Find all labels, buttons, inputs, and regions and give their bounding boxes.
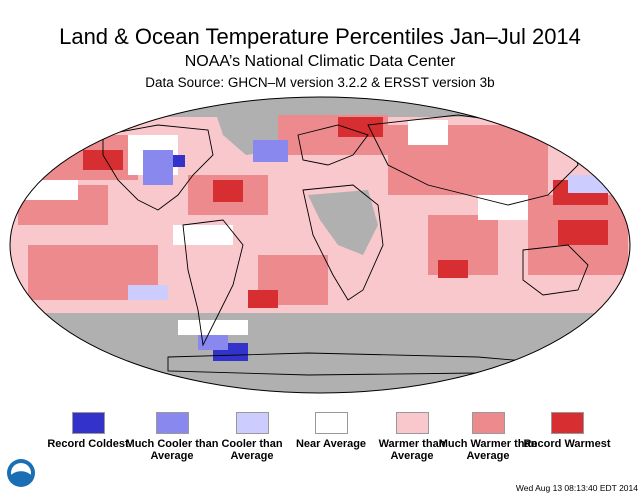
legend-item-much-cooler: Much Cooler than Average bbox=[122, 412, 222, 462]
legend-item-record-coldest: Record Coldest bbox=[38, 412, 138, 450]
north-atlantic-cooler bbox=[253, 140, 288, 162]
legend-item-warmer: Warmer than Average bbox=[362, 412, 462, 462]
legend-label: Record Warmest bbox=[523, 438, 611, 450]
africa-outline bbox=[302, 184, 384, 301]
map-title: Land & Ocean Temperature Percentiles Jan… bbox=[59, 24, 581, 49]
australia-outline bbox=[522, 244, 589, 296]
siberia-near-avg bbox=[408, 120, 448, 145]
legend-item-much-warmer: Much Warmer than Average bbox=[438, 412, 538, 462]
legend-item-near-average: Near Average bbox=[281, 412, 381, 450]
legend-label: Warmer than Average bbox=[378, 438, 446, 462]
record-warm-7 bbox=[438, 260, 468, 278]
legend-swatch bbox=[71, 412, 105, 434]
legend-label: Near Average bbox=[295, 438, 367, 450]
legend-swatch bbox=[235, 412, 269, 434]
south-pacific-cooler bbox=[128, 285, 168, 300]
europe-outline bbox=[297, 124, 369, 166]
legend-label: Cooler than Average bbox=[221, 438, 283, 462]
legend-swatch bbox=[471, 412, 505, 434]
record-warm-1 bbox=[83, 150, 123, 170]
data-source: Data Source: GHCN–M version 3.2.2 & ERSS… bbox=[145, 75, 495, 90]
record-cold-spot bbox=[173, 155, 185, 167]
logo-wave bbox=[11, 471, 31, 483]
legend-swatch bbox=[395, 412, 429, 434]
globe-outline bbox=[9, 96, 631, 394]
india-near-avg bbox=[478, 195, 528, 220]
legend-item-record-warmest: Record Warmest bbox=[517, 412, 617, 450]
south-ocean-near-avg bbox=[178, 320, 248, 335]
record-warm-6 bbox=[248, 290, 278, 308]
legend-item-cooler: Cooler than Average bbox=[202, 412, 302, 462]
legend-swatch bbox=[155, 412, 189, 434]
africa-no-data bbox=[308, 190, 378, 255]
legend-swatch bbox=[314, 412, 348, 434]
timestamp: Wed Aug 13 08:13:40 EDT 2014 bbox=[515, 483, 638, 493]
legend-swatch bbox=[550, 412, 584, 434]
record-warm-2 bbox=[213, 180, 243, 202]
tropical-near-avg bbox=[173, 225, 233, 245]
legend: Record Coldest Much Cooler than Average … bbox=[0, 412, 640, 482]
arctic-no-data bbox=[78, 97, 578, 117]
record-warm-5 bbox=[558, 220, 608, 245]
world-map bbox=[8, 95, 632, 395]
noaa-logo-svg bbox=[7, 459, 35, 487]
great-lakes-cooler bbox=[143, 150, 173, 185]
antarctic-no-data bbox=[10, 313, 630, 393]
legend-label: Record Coldest bbox=[47, 438, 129, 450]
world-map-svg bbox=[9, 96, 631, 394]
legend-label: Much Warmer than Average bbox=[438, 438, 538, 462]
north-america-outline bbox=[102, 124, 214, 211]
south-america-outline bbox=[182, 219, 244, 347]
map-subtitle: NOAA’s National Climatic Data Center bbox=[184, 53, 456, 70]
noaa-logo-icon bbox=[6, 458, 36, 488]
southern-ocean-cooler bbox=[198, 335, 228, 350]
legend-label: Much Cooler than Average bbox=[125, 438, 219, 462]
